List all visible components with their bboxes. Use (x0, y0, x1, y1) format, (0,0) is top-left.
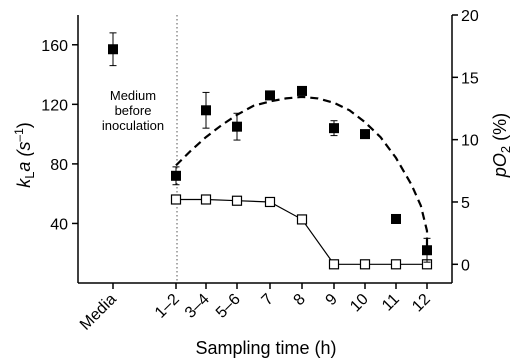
annotation-line-1: Medium (110, 88, 156, 103)
trend-line (175, 95, 429, 254)
x-tick-label: 1–2 (152, 291, 183, 322)
right-y-axis-title: pO2 (%) (490, 113, 513, 178)
x-tick-label: 12 (409, 291, 434, 316)
right-y-tick-label: 15 (461, 70, 479, 87)
kla-point (391, 213, 401, 224)
po2-point (296, 214, 308, 225)
po2-point (200, 194, 212, 205)
kla-point (265, 90, 275, 101)
po2-point (390, 259, 402, 270)
left-y-ticks: 40 80 120 160 (41, 38, 78, 233)
left-y-tick-label: 120 (41, 97, 68, 114)
x-tick-label: 10 (347, 291, 372, 316)
x-ticks: Media 1–2 3–4 5–6 7 8 9 10 11 12 (77, 283, 434, 334)
x-tick-label: 11 (379, 291, 403, 315)
x-tick-label: 3–4 (182, 291, 213, 322)
kla-point (108, 44, 118, 55)
annotation-line-3: inoculation (102, 118, 164, 133)
kla-point (201, 105, 211, 116)
kla-point (422, 245, 432, 256)
left-y-tick-label: 160 (41, 38, 68, 55)
x-tick-label: 9 (323, 291, 341, 309)
po2-point (231, 195, 243, 206)
x-tick-label: 7 (259, 291, 277, 309)
po2-point (170, 194, 182, 205)
left-y-tick-label: 80 (50, 157, 68, 174)
left-y-tick-label: 40 (50, 216, 68, 233)
x-axis-title: Sampling time (h) (195, 338, 336, 358)
po2-line (176, 198, 427, 265)
po2-point (264, 196, 276, 208)
right-y-tick-label: 20 (461, 8, 479, 25)
po2-point (328, 259, 340, 270)
x-tick-label: Media (77, 291, 120, 334)
left-y-axis-title: kLa (s–1) (12, 122, 37, 188)
po2-point (359, 259, 371, 270)
kla-point (232, 121, 242, 132)
kla-point (171, 170, 181, 181)
right-y-tick-label: 10 (461, 133, 479, 150)
right-y-tick-label: 5 (461, 195, 470, 212)
right-y-tick-label: 0 (461, 257, 470, 274)
right-y-ticks: 0 5 10 15 20 (452, 8, 479, 274)
x-tick-label: 8 (291, 291, 309, 309)
kla-point (297, 85, 307, 96)
kla-point (360, 129, 370, 140)
series-layer (108, 32, 433, 270)
kla-point (329, 123, 339, 134)
annotation-line-2: before (115, 103, 152, 118)
plot-frame (77, 15, 453, 284)
x-tick-label: 5–6 (213, 291, 244, 322)
